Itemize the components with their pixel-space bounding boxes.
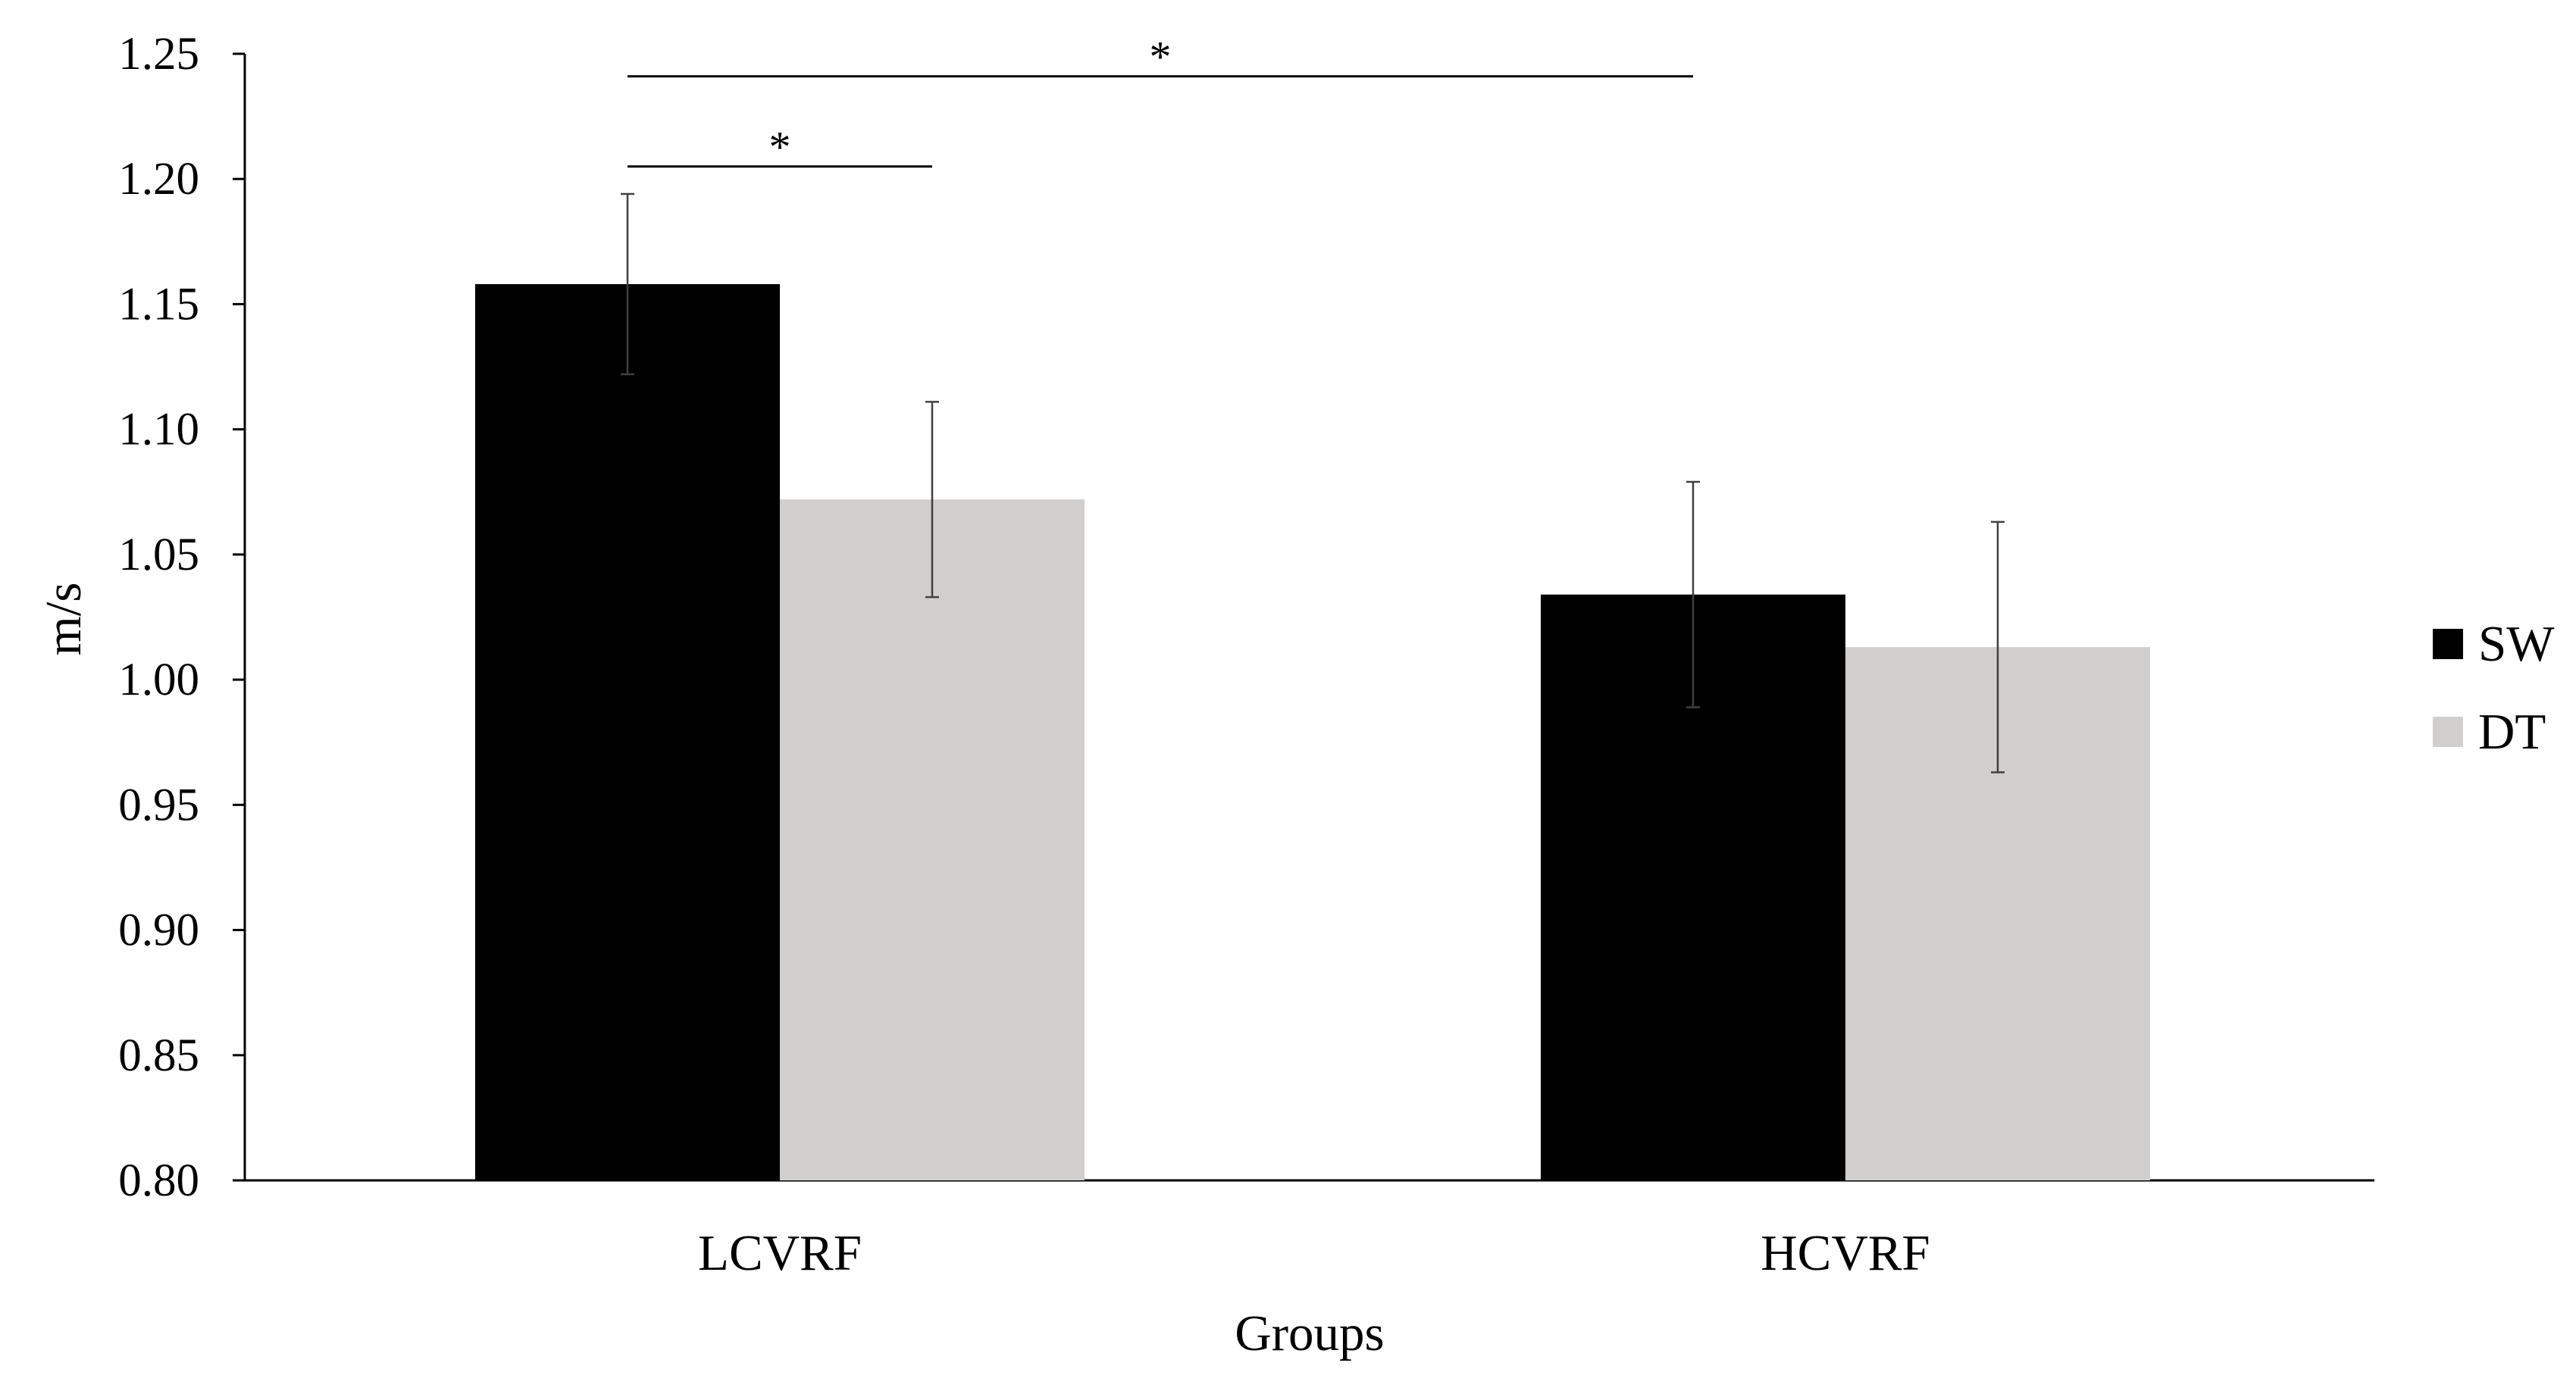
legend: SW DT: [2433, 616, 2555, 760]
x-axis-title: Groups: [1235, 1305, 1384, 1361]
y-tick-label: 0.85: [118, 1030, 199, 1081]
y-tick-label: 1.10: [118, 405, 199, 455]
y-tick-label: 1.05: [118, 530, 199, 580]
y-tick-label: 1.00: [118, 655, 199, 705]
y-tick-label: 0.80: [118, 1155, 199, 1206]
bar-dt-lcvrf: [780, 499, 1085, 1180]
significance-annotations: **: [628, 33, 1693, 172]
y-tick-label: 1.20: [118, 154, 199, 205]
x-category-label: LCVRF: [698, 1225, 862, 1281]
y-tick-label: 0.95: [118, 780, 199, 830]
y-tick-label: 1.25: [118, 29, 199, 80]
legend-swatch-sw: [2433, 629, 2463, 659]
significance-marker-1: *: [1150, 33, 1172, 82]
significance-marker-2: *: [769, 123, 791, 172]
legend-label-dt: DT: [2478, 704, 2546, 760]
error-bars: [621, 192, 2005, 774]
y-tick-label: 0.90: [118, 905, 199, 956]
y-axis-title: m/s: [36, 583, 92, 656]
y-ticks: 0.80 0.85 0.90 0.95 1.00 1.05 1.10 1.15 1.20 1.25: [118, 29, 245, 1206]
legend-label-sw: SW: [2478, 616, 2555, 672]
y-tick-label: 1.15: [118, 279, 199, 330]
x-category-label: HCVRF: [1761, 1225, 1930, 1281]
bars: [475, 284, 2150, 1180]
legend-swatch-dt: [2433, 717, 2463, 747]
bar-sw-lcvrf: [475, 284, 780, 1180]
x-category-labels: LCVRF HCVRF: [698, 1225, 1930, 1281]
